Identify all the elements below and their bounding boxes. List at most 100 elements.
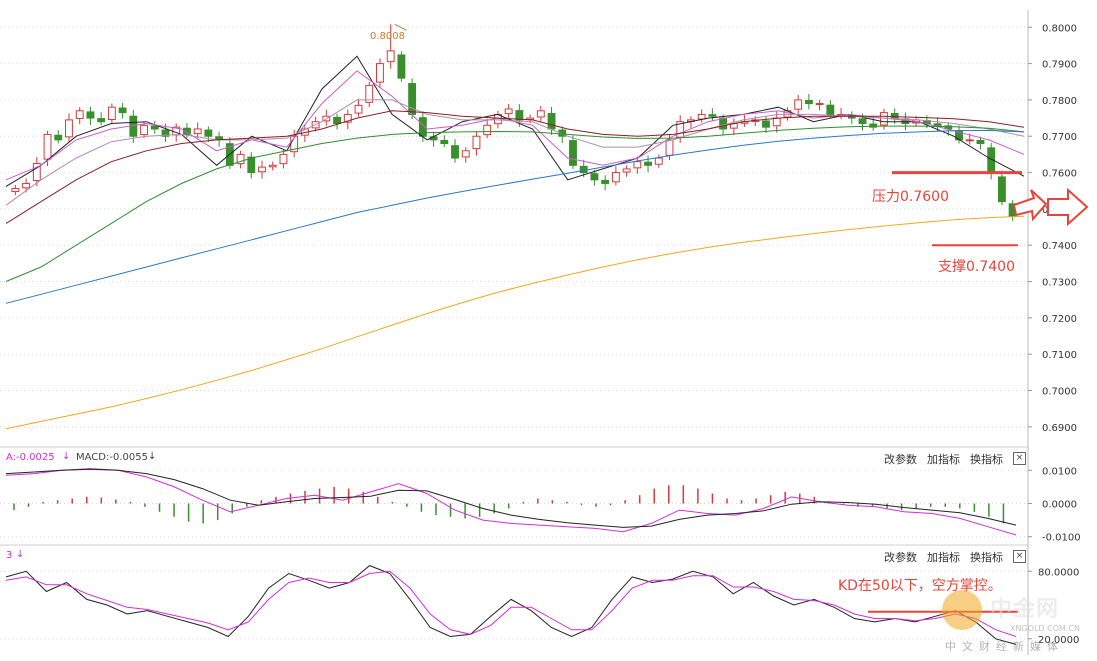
watermark-subtitle: 中文财经新媒体 xyxy=(945,640,1064,653)
watermark-brand: 中金网 xyxy=(990,597,1060,622)
ma-line-ma30 xyxy=(5,110,1025,224)
candle-body xyxy=(515,110,524,121)
kd-change-params-button[interactable]: 改参数 xyxy=(884,551,917,564)
candle-body xyxy=(569,140,577,166)
tick-label: 0.0000 xyxy=(1042,500,1077,511)
support-label: 支撑0.7400 xyxy=(938,259,1015,275)
kd-switch-indicator-button[interactable]: 换指标 xyxy=(970,551,1003,564)
candle-body xyxy=(32,162,41,181)
tick-label: 20.0000 xyxy=(1038,635,1079,646)
candle-body xyxy=(772,117,781,127)
ma-line-ma120 xyxy=(5,129,1025,304)
candle-body xyxy=(483,124,492,136)
tick-label: 0.7600 xyxy=(1042,169,1077,180)
candle-body xyxy=(204,129,213,137)
watermark-logo-icon xyxy=(942,590,982,630)
candle-body xyxy=(440,139,449,145)
candle-body xyxy=(365,84,374,103)
macd-close-button[interactable]: × xyxy=(1013,452,1026,465)
candle-body xyxy=(279,153,288,165)
candle-body xyxy=(354,104,363,114)
candle-body xyxy=(965,139,974,142)
tick-label: 0.0100 xyxy=(1042,466,1077,477)
candle-body xyxy=(258,166,266,173)
macd-add-indicator-button[interactable]: 加指标 xyxy=(927,453,960,466)
tick-label: 0.7100 xyxy=(1042,350,1077,361)
candle-body xyxy=(622,168,631,173)
candle-body xyxy=(376,63,384,83)
candle-body xyxy=(268,164,277,168)
tick-label: 80.0000 xyxy=(1038,567,1079,578)
candle-body xyxy=(11,188,20,192)
candle-body xyxy=(333,116,341,125)
high-value-label: 0.8008 xyxy=(370,31,405,42)
tick-label: 0.7700 xyxy=(1042,132,1077,143)
candle-body xyxy=(719,117,728,130)
tick-label: 0.7300 xyxy=(1042,278,1077,289)
tick-label: 0.6900 xyxy=(1042,423,1077,434)
candle-body xyxy=(247,156,256,174)
candle-body xyxy=(997,176,1006,203)
candle-body xyxy=(590,173,599,181)
candle-body xyxy=(611,172,620,183)
candle-body xyxy=(150,125,159,130)
candle-body xyxy=(461,150,470,158)
candle-body xyxy=(644,161,652,166)
tick-label: 0.8000 xyxy=(1042,23,1077,34)
resistance-label: 压力0.7600 xyxy=(872,189,949,205)
candle-body xyxy=(107,106,116,121)
candle-body xyxy=(579,165,588,174)
candle-body xyxy=(708,114,717,117)
macd-legend-value-arrow: ↓ xyxy=(148,451,157,462)
main-price-panel xyxy=(5,23,1025,430)
candle-body xyxy=(858,118,867,125)
candle-body xyxy=(472,135,481,150)
candle-body xyxy=(815,103,824,106)
candle-body xyxy=(193,128,202,135)
candle-body xyxy=(118,107,127,114)
macd-legend-value: MACD:-0.0055 xyxy=(76,452,148,463)
candle-body xyxy=(54,134,63,141)
candle-body xyxy=(601,179,610,184)
tick-label: 0.7900 xyxy=(1042,60,1077,71)
macd-dea-line xyxy=(5,468,1017,528)
kd-legend-arrow: ↓ xyxy=(16,549,25,560)
price-axis: 0.80000.79000.78000.77000.76000.75000.74… xyxy=(1027,10,1081,655)
kd-close-button[interactable]: × xyxy=(1013,550,1026,563)
ma-line-ma10 xyxy=(5,70,1025,181)
candle-body xyxy=(762,120,770,128)
macd-switch-indicator-button[interactable]: 换指标 xyxy=(970,453,1003,466)
candle-body xyxy=(504,108,513,115)
macd-change-params-button[interactable]: 改参数 xyxy=(884,453,917,466)
candle-body xyxy=(794,99,803,110)
kd-d-line xyxy=(5,570,1017,637)
candle-body xyxy=(140,124,148,136)
candle-body xyxy=(869,123,878,128)
arrow-icons xyxy=(1012,187,1089,227)
candle-body xyxy=(397,54,406,79)
candle-body xyxy=(558,129,567,137)
right-arrow-icon xyxy=(1047,187,1089,227)
tick-label: 0.7400 xyxy=(1042,241,1077,252)
candle-body xyxy=(97,118,106,123)
candle-body xyxy=(804,99,813,105)
tick-label: 0.7200 xyxy=(1042,314,1077,325)
candle-body xyxy=(536,110,545,118)
macd-legend-a-arrow: ↓ xyxy=(62,451,71,462)
kd-annotation: KD在50以下，空方掌控。 xyxy=(838,578,1002,594)
macd-dif-line xyxy=(5,468,1017,536)
candle-body xyxy=(236,153,245,165)
ma-line-ma250 xyxy=(5,215,1025,430)
candle-body xyxy=(75,110,84,120)
down-right-arrow-icon xyxy=(1012,189,1048,222)
tick-label: 0.7000 xyxy=(1042,387,1077,398)
candle-body xyxy=(161,129,170,137)
kd-add-indicator-button[interactable]: 加指标 xyxy=(927,551,960,564)
candle-body xyxy=(386,50,395,63)
ma-line-ma60 xyxy=(5,125,1025,282)
candle-body xyxy=(343,113,352,123)
tick-label: -0.0100 xyxy=(1042,533,1081,544)
candle-body xyxy=(654,157,663,165)
candle-body xyxy=(890,112,899,119)
